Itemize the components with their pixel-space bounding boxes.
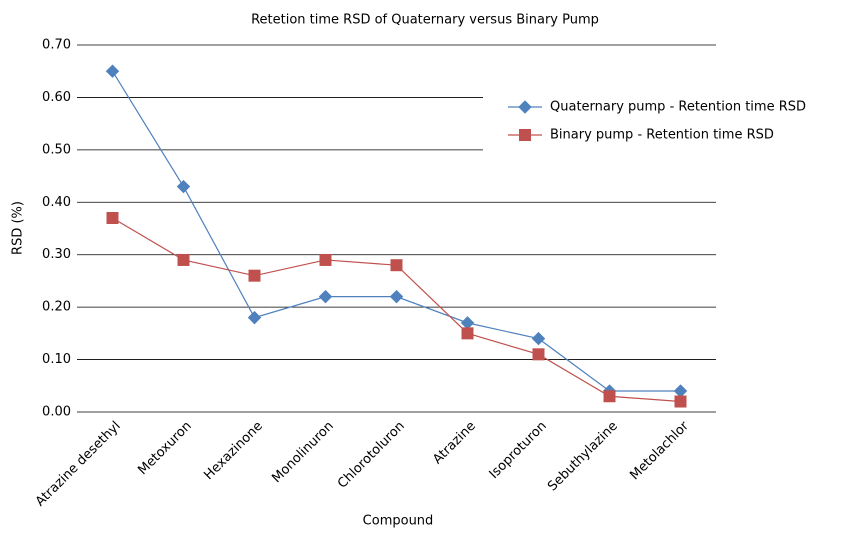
data-point <box>603 390 616 403</box>
data-point <box>106 212 119 225</box>
x-tick-label: Metoxuron <box>135 419 194 478</box>
x-tick-label: Monolinuron <box>269 419 336 486</box>
data-point <box>460 316 475 330</box>
x-axis-label: Compound <box>363 514 434 529</box>
data-point <box>461 327 474 340</box>
data-point <box>319 253 332 266</box>
data-point <box>390 259 403 272</box>
data-point <box>177 253 190 266</box>
y-axis-label: RSD (%) <box>11 201 26 255</box>
data-point <box>673 384 688 398</box>
x-tick-label: Chlorotoluron <box>335 419 408 492</box>
data-point <box>389 289 404 304</box>
series-line <box>112 217 681 403</box>
legend-label: Binary pump - Retention time RSD <box>550 128 774 143</box>
x-tick-label: Atrazine desethyl <box>33 419 124 510</box>
chart-title: Retetion time RSD of Quaternary versus B… <box>251 13 599 28</box>
y-tick-label: 0.60 <box>42 90 71 105</box>
x-tick-label: Isoproturon <box>487 419 550 482</box>
data-point <box>248 269 261 282</box>
y-tick-label: 0.40 <box>42 195 71 210</box>
data-point <box>247 310 262 325</box>
legend-marker <box>519 129 531 141</box>
x-tick-label: Sebuthylazine <box>545 419 621 495</box>
y-tick-label: 0.70 <box>42 38 71 53</box>
data-point <box>105 64 120 78</box>
x-tick-label: Metolachlor <box>627 418 692 483</box>
data-point <box>674 395 687 408</box>
x-tick-label: Hexazinone <box>201 419 265 483</box>
x-tick-label: Atrazine <box>430 419 479 468</box>
y-tick-label: 0.20 <box>42 300 71 315</box>
data-point <box>176 179 191 194</box>
data-point <box>531 331 546 346</box>
y-tick-label: 0.10 <box>42 352 71 367</box>
legend-marker <box>518 100 532 114</box>
data-point <box>318 289 333 304</box>
data-point <box>532 348 545 361</box>
y-tick-label: 0.30 <box>42 247 71 262</box>
y-tick-label: 0.00 <box>42 405 71 420</box>
legend-background <box>483 88 849 154</box>
legend-label: Quaternary pump - Retention time RSD <box>550 100 806 115</box>
y-tick-label: 0.50 <box>42 142 71 157</box>
